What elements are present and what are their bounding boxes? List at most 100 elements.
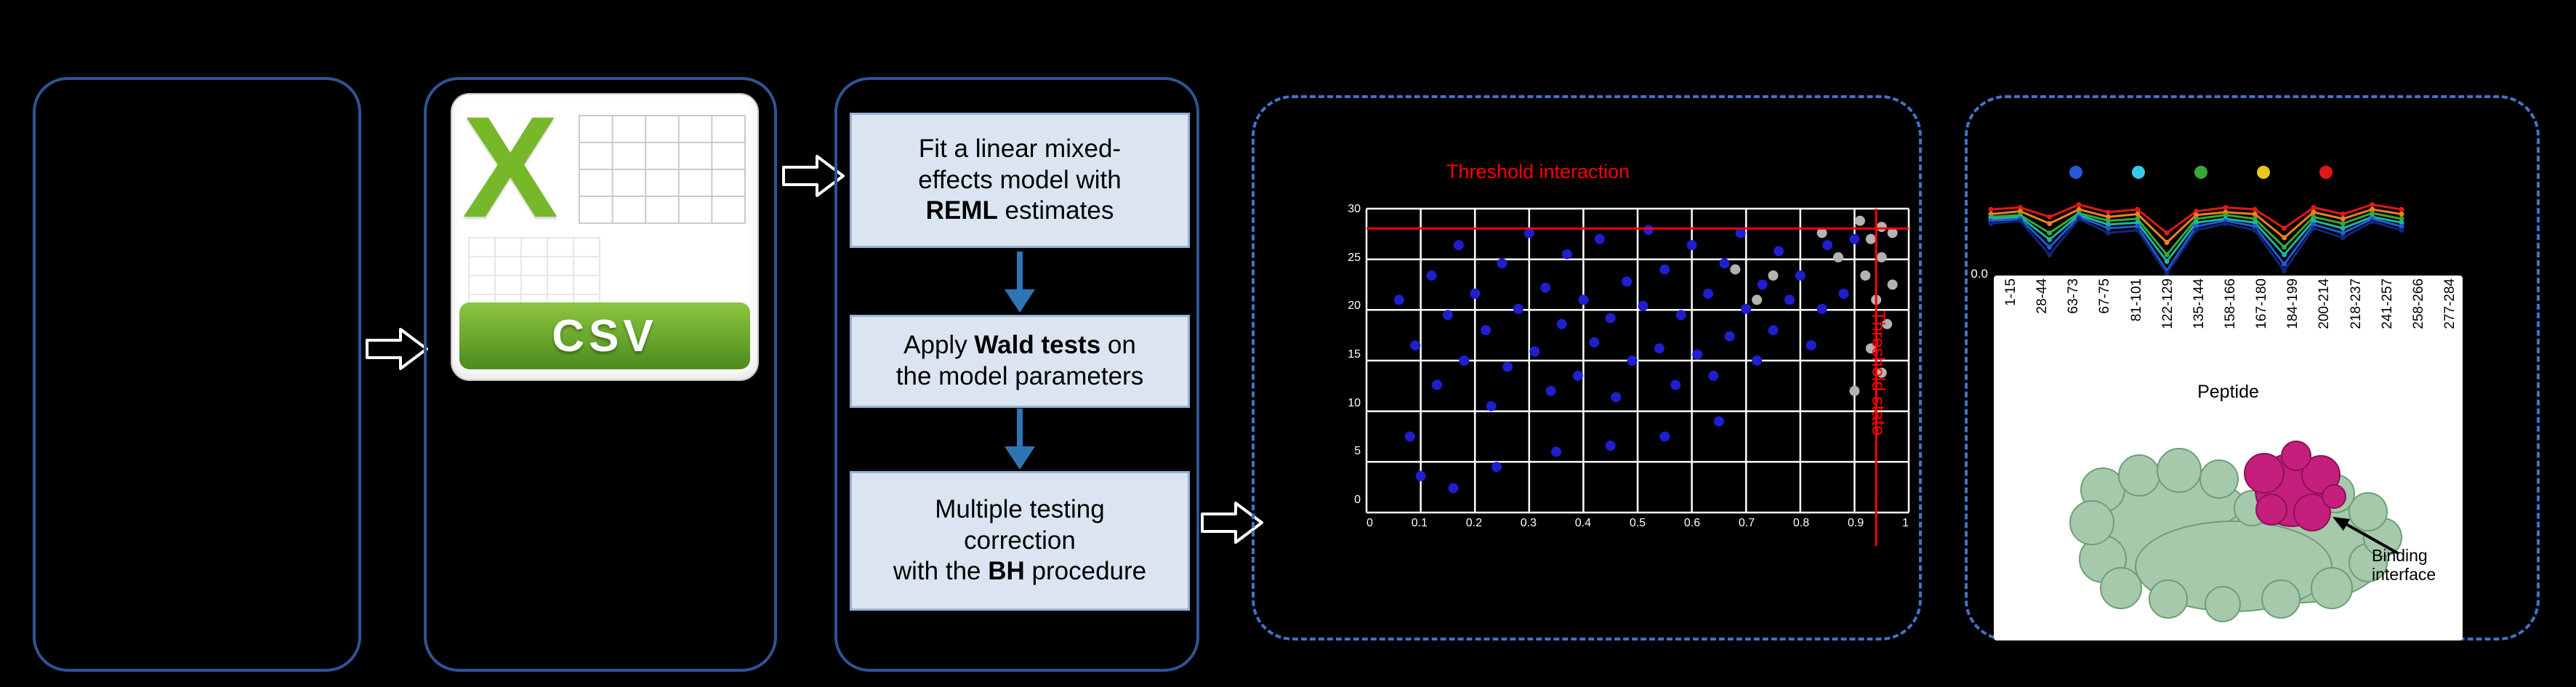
- peptide-label: 167-180: [2254, 278, 2270, 329]
- nonsignificant-point: [1865, 343, 1876, 354]
- x-tick-label: 1: [1901, 517, 1909, 529]
- significant-point: [1795, 270, 1806, 281]
- significant-point: [1589, 337, 1600, 347]
- kinetics-point: [2047, 230, 2053, 236]
- x-tick-label: 0.4: [1574, 517, 1592, 529]
- x-tick-label: 0.2: [1465, 517, 1482, 529]
- kinetics-point: [2282, 268, 2287, 273]
- significant-point: [1719, 258, 1730, 269]
- kinetics-point: [2370, 219, 2375, 225]
- x-tick-label: 0.1: [1411, 517, 1428, 529]
- significant-point: [1540, 282, 1551, 293]
- x-tick-label: 0.9: [1847, 517, 1864, 529]
- kinetics-point: [2135, 223, 2141, 229]
- peptide-label: 63-73: [2066, 278, 2082, 314]
- protein-surface: [2069, 448, 2402, 622]
- timepoint-legend-dot: [2132, 166, 2145, 179]
- kinetics-point: [2135, 216, 2141, 222]
- kinetics-point: [2047, 252, 2053, 257]
- y-tick-label: 10: [1348, 396, 1361, 409]
- kinetics-point: [2194, 216, 2199, 222]
- kinetics-point: [2105, 214, 2111, 220]
- kinetics-point: [2076, 202, 2082, 207]
- x-tick-label: 0: [1367, 517, 1373, 529]
- significant-point: [1838, 289, 1849, 299]
- global-visualization-box: Threshold interaction 30 25 20 15 10 5 0 0 0.1 0…: [1252, 95, 1922, 640]
- scatter-x-ticks: 0 0.1 0.2 0.3 0.4 0.5 0.6 0.7 0.8 0.9 1: [1367, 517, 1909, 530]
- x-tick-label: 0.3: [1520, 517, 1537, 529]
- nonsignificant-point: [1887, 279, 1898, 290]
- excel-x-icon: X: [462, 87, 559, 247]
- significant-point: [1594, 233, 1605, 244]
- kinetics-point: [2282, 244, 2287, 250]
- significant-point: [1703, 289, 1713, 299]
- spreadsheet-grid-icon: [579, 115, 746, 224]
- kinetics-point: [2017, 218, 2023, 224]
- down-arrow-icon: [1005, 409, 1035, 470]
- kinetics-point: [2340, 225, 2346, 231]
- significant-point: [1713, 416, 1724, 427]
- nonsignificant-point: [1860, 270, 1871, 281]
- kinetics-point: [2252, 220, 2258, 225]
- peptide-label: 28-44: [2034, 278, 2050, 314]
- y-tick-label: 30: [1348, 203, 1361, 215]
- csv-file-box: X CSV: [424, 77, 777, 672]
- peptide-label: 184-199: [2285, 278, 2301, 329]
- protein-structure: [2069, 441, 2402, 622]
- csv-label: CSV: [552, 310, 658, 361]
- significant-point: [1486, 401, 1497, 411]
- significant-point: [1686, 240, 1697, 251]
- annotation-arrow-icon: [2333, 517, 2399, 555]
- significant-point: [1529, 346, 1540, 357]
- kinetics-point: [2370, 206, 2375, 212]
- scatter-y-ticks: 30 25 20 15 10 5 0: [1323, 203, 1361, 507]
- significant-point: [1551, 446, 1562, 457]
- kinetics-point: [2047, 237, 2053, 243]
- significant-point: [1806, 340, 1816, 351]
- down-arrow-icon: [1005, 252, 1035, 313]
- kinetics-point: [2223, 221, 2229, 226]
- timepoint-legend-dot: [2194, 166, 2207, 179]
- kinetics-point: [2047, 221, 2053, 226]
- nonsignificant-point: [1833, 252, 1843, 262]
- step-multiple-testing: Multiple testing correction with the BH …: [850, 471, 1190, 611]
- significant-point: [1774, 246, 1784, 257]
- kinetics-point: [2135, 220, 2141, 225]
- y-tick-label: 0: [1354, 493, 1361, 506]
- kinetics-point: [2282, 261, 2287, 267]
- kinetics-point: [2105, 222, 2111, 228]
- kinetics-point: [2252, 223, 2258, 229]
- significant-point: [1578, 294, 1589, 305]
- y-tick-label: 5: [1354, 445, 1361, 458]
- significant-point: [1404, 431, 1415, 442]
- significant-point: [1622, 276, 1633, 287]
- timepoint-legend: [2069, 166, 2333, 179]
- kinetics-point: [2252, 206, 2258, 212]
- significant-point: [1513, 303, 1524, 314]
- peptide-label: 241-257: [2379, 278, 2395, 329]
- x-tick-label: 0.8: [1792, 517, 1810, 529]
- significant-point: [1545, 385, 1556, 396]
- kinetics-point: [2017, 209, 2023, 214]
- significant-point: [1692, 349, 1703, 360]
- kinetics-point: [2105, 209, 2111, 215]
- kinetics-point: [2194, 209, 2199, 214]
- peptide-label: 277-284: [2442, 278, 2458, 329]
- step-wald-tests: Apply Wald tests on the model parameters: [850, 315, 1190, 408]
- kinetics-point: [2311, 209, 2317, 215]
- kinetics-point: [2076, 206, 2082, 212]
- y-tick-label: 20: [1348, 300, 1361, 313]
- nonsignificant-point: [1865, 233, 1876, 244]
- significant-point: [1752, 355, 1763, 366]
- peptide-label: 67-75: [2097, 278, 2113, 314]
- kinetics-point: [2164, 270, 2170, 276]
- kinetics-point: [2135, 206, 2141, 212]
- kinetics-point: [2340, 230, 2346, 236]
- significant-point: [1659, 264, 1670, 275]
- timepoint-legend-dot: [2257, 166, 2270, 179]
- binding-interface-annotation: Binding interface: [2372, 546, 2436, 584]
- significant-point: [1816, 303, 1827, 314]
- significant-point: [1675, 310, 1686, 321]
- significant-point: [1492, 462, 1502, 473]
- kinetics-point: [2164, 240, 2170, 245]
